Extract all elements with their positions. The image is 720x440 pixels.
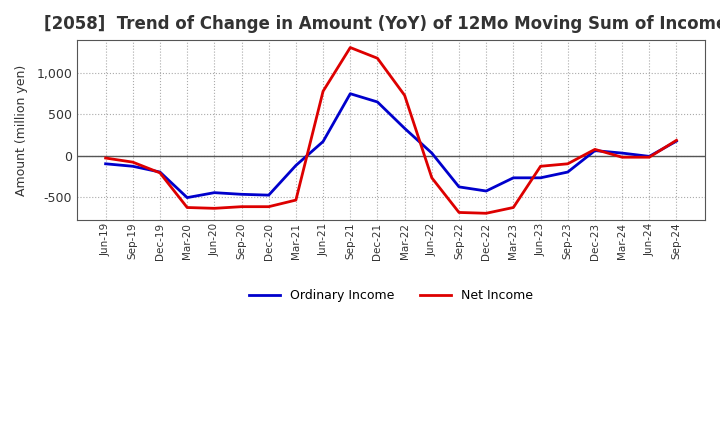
Ordinary Income [237,192,246,197]
Ordinary Income [292,163,300,168]
Net Income [564,161,572,166]
Net Income [645,154,654,160]
Net Income [346,45,354,50]
Net Income [102,155,110,161]
Net Income [156,170,164,176]
Net Income [482,211,490,216]
Ordinary Income [346,91,354,96]
Ordinary Income [128,164,137,169]
Legend: Ordinary Income, Net Income: Ordinary Income, Net Income [244,284,538,307]
Ordinary Income [564,169,572,175]
Net Income [536,164,545,169]
Ordinary Income [672,139,681,144]
Ordinary Income [210,190,219,195]
Net Income [319,88,328,94]
Ordinary Income [400,126,409,131]
Ordinary Income [509,175,518,180]
Net Income [210,205,219,211]
Ordinary Income [618,150,626,156]
Ordinary Income [536,175,545,180]
Net Income [672,138,681,143]
Net Income [590,147,599,152]
Line: Net Income: Net Income [106,48,677,213]
Net Income [618,154,626,160]
Net Income [454,210,463,215]
Net Income [183,205,192,210]
Ordinary Income [102,161,110,166]
Ordinary Income [428,150,436,156]
Title: [2058]  Trend of Change in Amount (YoY) of 12Mo Moving Sum of Incomes: [2058] Trend of Change in Amount (YoY) o… [45,15,720,33]
Ordinary Income [454,184,463,190]
Net Income [292,198,300,203]
Net Income [373,55,382,61]
Ordinary Income [373,99,382,105]
Ordinary Income [183,195,192,200]
Net Income [128,160,137,165]
Ordinary Income [482,188,490,194]
Line: Ordinary Income: Ordinary Income [106,94,677,198]
Net Income [509,205,518,210]
Ordinary Income [264,192,273,198]
Ordinary Income [319,139,328,144]
Net Income [400,93,409,98]
Net Income [237,204,246,209]
Ordinary Income [156,169,164,175]
Ordinary Income [645,154,654,159]
Y-axis label: Amount (million yen): Amount (million yen) [15,64,28,196]
Ordinary Income [590,148,599,153]
Net Income [428,175,436,180]
Net Income [264,204,273,209]
